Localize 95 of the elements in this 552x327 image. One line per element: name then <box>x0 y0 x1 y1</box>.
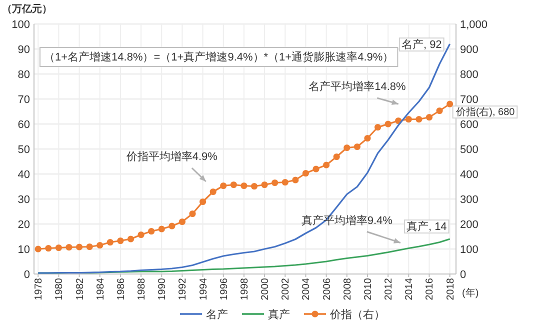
y-tick-label: 60 <box>18 119 30 131</box>
point <box>220 182 227 190</box>
point <box>86 243 93 250</box>
y-tick-label: 10 <box>18 244 30 256</box>
point <box>210 188 216 196</box>
y-axis-title: （万亿元） <box>2 3 52 15</box>
y2-tick-label: 400 <box>460 169 478 181</box>
y-tick-label: 100 <box>12 19 30 31</box>
y2-tick-label: 500 <box>460 144 478 156</box>
legend-label: 价指（右） <box>329 309 385 321</box>
y-tick-label: 50 <box>18 144 30 156</box>
x-tick-label: 1990 <box>157 278 168 300</box>
x-tick-label: 2010 <box>362 278 374 300</box>
point <box>302 170 310 177</box>
x-tick-label: 2004 <box>301 278 312 300</box>
point <box>127 236 134 242</box>
x-tick-label: 2000 <box>260 278 272 300</box>
point <box>138 231 144 238</box>
point <box>374 124 382 131</box>
point <box>446 100 454 108</box>
x-tick-label: 1988 <box>136 278 148 300</box>
point <box>148 228 155 235</box>
point <box>436 107 443 114</box>
point <box>282 178 288 186</box>
y-tick-label: 0 <box>24 269 30 281</box>
point <box>333 153 340 160</box>
x-tick-label: 2016 <box>424 278 436 300</box>
annotation: （1+名产增速14.8%）=（1+真产增速9.4%）*（1+通货膨胀速率4.9%） <box>44 50 394 64</box>
legend-label: 名产 <box>206 308 228 321</box>
y2-tick-label: 200 <box>460 219 478 231</box>
point <box>250 182 258 190</box>
x-tick-label: 1994 <box>198 278 210 300</box>
y2-tick-label: 600 <box>460 119 478 131</box>
y-tick-label: 40 <box>18 169 30 181</box>
legend-label: 真产 <box>268 308 290 321</box>
x-tick-label: 1982 <box>74 278 86 300</box>
point <box>292 176 299 184</box>
y2-tick-label: 800 <box>460 69 478 81</box>
point <box>117 237 124 244</box>
point <box>66 244 72 251</box>
point <box>45 244 52 252</box>
y-tick-label: 80 <box>18 69 30 81</box>
point <box>106 238 114 246</box>
point <box>426 114 433 121</box>
point <box>230 181 237 188</box>
annotation: 真产平均增率9.4% <box>301 214 393 227</box>
data-label: 名产, 92 <box>401 38 442 51</box>
y-tick-label: 30 <box>18 194 30 206</box>
point <box>34 246 42 252</box>
x-tick-label: 2006 <box>322 278 333 300</box>
point <box>323 162 330 168</box>
x-tick-label: 1996 <box>218 278 230 300</box>
data-label: 价指(右), 680 <box>454 106 516 118</box>
y-tick-label: 70 <box>18 94 30 106</box>
point <box>354 143 360 150</box>
point <box>344 144 350 152</box>
point <box>76 244 83 250</box>
point <box>384 120 392 128</box>
y2-tick-label: 100 <box>460 244 478 256</box>
x-tick-label: 2008 <box>342 278 354 300</box>
point <box>178 218 186 226</box>
point <box>405 116 412 123</box>
point <box>200 198 206 206</box>
annotation: 名产平均增率14.8% <box>308 80 406 93</box>
y2-tick-label: 900 <box>460 44 478 56</box>
point <box>416 116 422 123</box>
y-tick-label: 90 <box>18 44 30 56</box>
y-tick-label: 20 <box>18 219 30 231</box>
point <box>364 134 371 142</box>
point <box>168 222 176 230</box>
point <box>261 181 268 188</box>
point <box>272 179 278 186</box>
annotation: 价指平均增率4.9% <box>125 150 218 163</box>
y2-tick-label: 700 <box>460 94 478 106</box>
point <box>312 166 320 172</box>
x-tick-label: 2012 <box>384 278 395 300</box>
x-tick-label: 2018 <box>445 278 456 300</box>
point <box>240 182 248 190</box>
x-tick-label: 1986 <box>116 278 127 300</box>
x-tick-label: 1980 <box>54 278 66 300</box>
point <box>55 244 62 252</box>
y2-tick-label: 1,000 <box>460 19 488 31</box>
x-tick-label: 2014 <box>404 278 416 300</box>
x-tick-label: 2002 <box>280 278 292 300</box>
x-tick-label: 1998 <box>239 278 250 300</box>
x-tick-label: 1984 <box>95 278 106 300</box>
y2-tick-label: 300 <box>460 194 478 206</box>
data-label: 真产, 14 <box>406 220 447 233</box>
point <box>158 226 165 232</box>
x-tick-label: 1992 <box>178 278 189 300</box>
y2-tick-label: 0 <box>460 269 466 281</box>
point <box>96 242 104 249</box>
x-axis-title: (年) <box>462 287 479 299</box>
point <box>189 210 196 218</box>
x-tick-label: 1978 <box>34 278 45 300</box>
